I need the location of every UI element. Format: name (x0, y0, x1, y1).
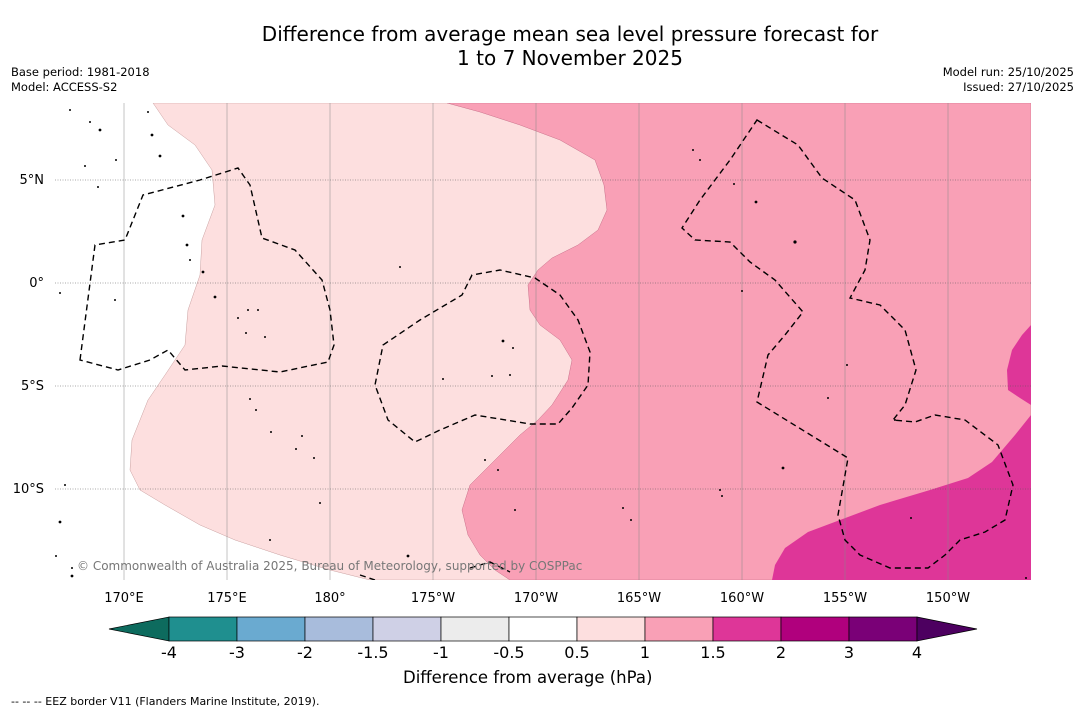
lon-label: 160°W (720, 591, 764, 606)
colorbar-tick: -1.5 (357, 643, 388, 662)
colorbar-swatch (712, 616, 782, 642)
colorbar-tick: 2 (776, 643, 786, 662)
lat-label: 5°N (20, 173, 45, 188)
islands (55, 109, 1027, 579)
colorbar (108, 616, 978, 642)
graticule-meridians (123, 103, 949, 580)
field-1.5-2-south (772, 415, 1031, 580)
eez-borders (79, 119, 1014, 580)
map-title-line1: Difference from average mean sea level p… (261, 22, 879, 46)
base-period: Base period: 1981-2018 (11, 65, 150, 79)
map-title-line2: 1 to 7 November 2025 (457, 46, 683, 70)
eez-kiribati-gilberts (79, 167, 335, 373)
colorbar-swatch (576, 616, 646, 642)
eez-kiribati-phoenix (374, 269, 591, 443)
colorbar-swatch (644, 616, 714, 642)
colorbar-swatch (780, 616, 850, 642)
map-title: Difference from average mean sea level p… (0, 22, 1085, 70)
pressure-anomaly-field (55, 103, 1031, 580)
colorbar-tick: -3 (229, 643, 245, 662)
colorbar-swatch (848, 616, 918, 642)
colorbar-swatch (372, 616, 442, 642)
field-1.5-2 (1007, 325, 1031, 405)
lon-label: 150°W (926, 591, 970, 606)
meta-right: Model run: 25/10/2025 Issued: 27/10/2025 (943, 65, 1074, 95)
lat-label: 5°S (21, 379, 44, 394)
colorbar-extend-high (916, 616, 978, 642)
colorbar-tick: 4 (912, 643, 922, 662)
colorbar-swatch (304, 616, 374, 642)
lon-label: 170°W (514, 591, 558, 606)
colorbar-swatch (168, 616, 238, 642)
lat-label: 0° (29, 276, 44, 291)
colorbar-tick: 1 (640, 643, 650, 662)
meta-left: Base period: 1981-2018 Model: ACCESS-S2 (11, 65, 150, 95)
field-1-1.5 (446, 103, 1031, 580)
issued-date: Issued: 27/10/2025 (963, 80, 1074, 94)
lon-label: 165°W (617, 591, 661, 606)
lon-label: 175°E (207, 591, 247, 606)
eez-bottom-arc (469, 561, 511, 573)
colorbar-tick: 0.5 (564, 643, 589, 662)
lon-label: 180° (314, 591, 345, 606)
colorbar-tick: -4 (161, 643, 177, 662)
longitude-labels: 170°E 175°E 180° 175°W 170°W 165°W 160°W… (104, 591, 970, 606)
lon-label: 170°E (104, 591, 144, 606)
model-run: Model run: 25/10/2025 (942, 65, 1074, 79)
colorbar-tick: 1.5 (700, 643, 725, 662)
colorbar-tick: 3 (844, 643, 854, 662)
colorbar-title: Difference from average (hPa) (403, 668, 653, 687)
latitude-labels: 5°N 0° 5°S 10°S (13, 173, 44, 497)
model-name: Model: ACCESS-S2 (11, 80, 118, 94)
colorbar-tick: -1 (433, 643, 449, 662)
eez-tokelau-south (359, 574, 376, 580)
colorbar-swatch (236, 616, 306, 642)
lat-label: 10°S (13, 482, 44, 497)
colorbar-tick: -2 (297, 643, 313, 662)
eez-kiribati-line (681, 119, 1014, 569)
copyright-notice: © Commonwealth of Australia 2025, Bureau… (77, 559, 582, 573)
colorbar-swatch (508, 616, 578, 642)
eez-footnote: -- -- -- EEZ border V11 (Flanders Marine… (11, 695, 320, 708)
colorbar-swatch (440, 616, 510, 642)
colorbar-tick-labels: -4 -3 -2 -1.5 -1 -0.5 0.5 1 1.5 2 3 4 (161, 643, 922, 662)
lon-label: 175°W (411, 591, 455, 606)
graticule (55, 179, 1031, 490)
colorbar-tick: -0.5 (493, 643, 524, 662)
colorbar-extend-low (108, 616, 170, 642)
lon-label: 155°W (823, 591, 867, 606)
